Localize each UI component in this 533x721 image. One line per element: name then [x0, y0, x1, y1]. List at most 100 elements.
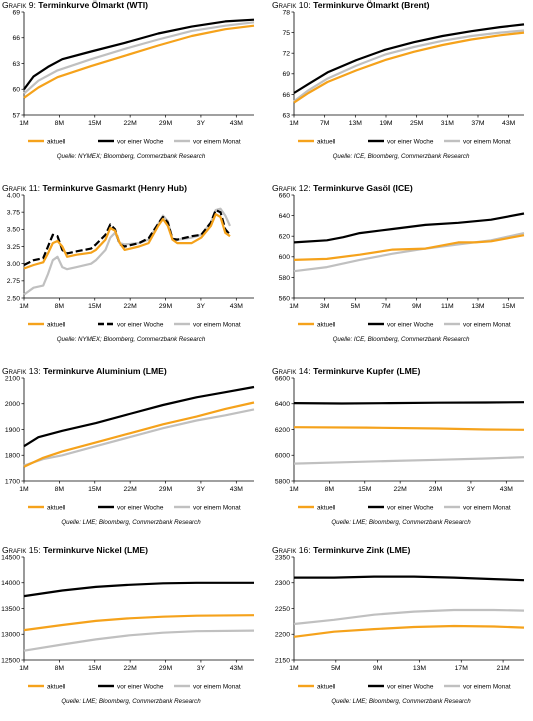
chart-name: Terminkurve Ölmarkt (Brent): [310, 0, 430, 10]
chart-title: Grafik 16: Terminkurve Zink (LME): [272, 545, 410, 555]
x-tick-label: 15M: [88, 303, 102, 310]
chart-number-label: Grafik 11:: [2, 183, 41, 193]
x-tick-label: 1M: [289, 486, 299, 493]
series-line-vor-einem-monat: [293, 608, 525, 626]
series-line-vor-einem-monat: [293, 456, 525, 465]
x-tick-label: 3Y: [197, 486, 206, 493]
y-tick-label: 2000: [5, 401, 20, 408]
chart-panel-zink: Grafik 16: Terminkurve Zink (LME) 2150 220…: [270, 545, 532, 721]
line-chart: 1700 1800 1900 2000 2100 1M 8M 15M 22M 29M 3Y 43M ak…: [5, 375, 255, 511]
series-line-vor-einer-woche: [294, 575, 525, 582]
y-tick-label: 14500: [1, 554, 20, 561]
x-tick-label: 5M: [351, 303, 361, 310]
chart-number-label: Grafik 15:: [2, 545, 41, 555]
series-line-vor-einer-woche: [23, 209, 231, 266]
y-tick-label: 2.75: [7, 278, 20, 285]
x-tick-label: 29M: [429, 486, 443, 493]
series-line-vor-einer-woche: [23, 385, 255, 448]
y-tick-label: 72: [282, 51, 290, 58]
x-tick-label: 15M: [358, 486, 372, 493]
chart-source: Quelle: LME; Bloomberg, Commerzbank Rese…: [331, 698, 471, 705]
series-line-vor-einer-woche: [293, 212, 525, 244]
chart-panel-brent: Grafik 10: Terminkurve Ölmarkt (Brent) 63…: [270, 0, 532, 176]
chart-name: Terminkurve Aluminium (LME): [40, 366, 167, 376]
legend-label-aktuell: aktuell: [317, 321, 335, 328]
y-tick-label: 13500: [1, 606, 20, 613]
chart-panel-kupfer: Grafik 14: Terminkurve Kupfer (LME) 5800 6…: [270, 366, 532, 542]
series-line-aktuell: [23, 614, 255, 632]
y-tick-label: 1700: [5, 478, 20, 485]
chart-number-label: Grafik 16:: [272, 545, 311, 555]
x-tick-label: 1M: [19, 120, 29, 127]
x-tick-label: 9M: [373, 665, 383, 672]
x-tick-label: 29M: [159, 486, 173, 493]
line-chart: 5800 6000 6200 6400 6600 1M 8M 15M 22M 29M 3Y 43M ak…: [275, 375, 525, 511]
chart-source: Quelle: LME; Bloomberg, Commerzbank Rese…: [61, 519, 201, 526]
chart-name: Terminkurve Nickel (LME): [40, 545, 148, 555]
y-tick-label: 6200: [275, 427, 290, 434]
y-tick-label: 69: [12, 9, 20, 16]
series-line-aktuell: [23, 24, 255, 99]
series-line-aktuell: [293, 624, 525, 638]
x-tick-label: 1M: [19, 303, 29, 310]
x-tick-label: 22M: [394, 486, 408, 493]
y-tick-label: 1900: [5, 427, 20, 434]
chart-title: Grafik 10: Terminkurve Ölmarkt (Brent): [272, 0, 429, 10]
x-tick-label: 43M: [230, 303, 244, 310]
y-tick-label: 60: [12, 87, 20, 94]
series-line-vor-einer-woche: [23, 581, 254, 598]
chart-title: Grafik 11: Terminkurve Gasmarkt (Henry H…: [2, 183, 187, 193]
x-tick-label: 1M: [19, 486, 29, 493]
x-tick-label: 8M: [325, 486, 335, 493]
line-chart: 560 580 600 620 640 660 1M 3M 5M 7M 9M 11M 13M 15M akt…: [279, 192, 525, 328]
series-line-vor-einem-monat: [23, 629, 255, 652]
series-line-vor-einer-woche: [293, 23, 525, 94]
x-tick-label: 17M: [455, 665, 469, 672]
x-tick-label: 43M: [230, 665, 244, 672]
series-line-aktuell: [293, 426, 525, 431]
line-chart: 2150 2200 2250 2300 2350 1M 5M 9M 13M 17M 21M aktue…: [275, 554, 525, 690]
legend-label-vor-einer-woche: vor einer Woche: [387, 321, 434, 328]
legend-label-aktuell: aktuell: [317, 138, 335, 145]
y-tick-label: 12500: [1, 657, 20, 664]
chart-panel-nickel: Grafik 15: Terminkurve Nickel (LME) 12500…: [0, 545, 262, 721]
chart-name: Terminkurve Gasmarkt (Henry Hub): [40, 183, 187, 193]
x-tick-label: 8M: [55, 120, 65, 127]
chart-title: Grafik 12: Terminkurve Gasöl (ICE): [272, 183, 413, 193]
legend-label-aktuell: aktuell: [47, 138, 65, 145]
x-tick-label: 43M: [230, 486, 244, 493]
x-tick-label: 22M: [124, 120, 138, 127]
chart-number-label: Grafik 10:: [272, 0, 311, 10]
y-tick-label: 600: [279, 254, 291, 261]
y-tick-label: 640: [279, 213, 291, 220]
x-tick-label: 1M: [19, 665, 29, 672]
series-line-vor-einem-monat: [293, 232, 525, 273]
x-tick-label: 5M: [331, 665, 341, 672]
legend-label-vor-einer-woche: vor einer Woche: [117, 683, 164, 690]
legend-label-vor-einem-monat: vor einem Monat: [463, 138, 511, 145]
x-tick-label: 1M: [289, 303, 299, 310]
y-tick-label: 6000: [275, 453, 290, 460]
legend-label-vor-einem-monat: vor einem Monat: [193, 321, 241, 328]
chart-name: Terminkurve Ölmarkt (WTI): [35, 0, 148, 10]
chart-source: Quelle: ICE, Bloomberg, Commerzbank Rese…: [332, 336, 470, 343]
y-tick-label: 75: [282, 30, 290, 37]
y-tick-label: 6400: [275, 401, 290, 408]
chart-name: Terminkurve Kupfer (LME): [310, 366, 421, 376]
x-tick-label: 15M: [88, 665, 102, 672]
y-tick-label: 5800: [275, 478, 290, 485]
series-line-aktuell: [23, 213, 231, 270]
y-tick-label: 2350: [275, 554, 290, 561]
x-tick-label: 1M: [289, 665, 299, 672]
y-tick-label: 66: [282, 92, 290, 99]
x-tick-label: 22M: [124, 486, 138, 493]
x-tick-label: 7M: [320, 120, 330, 127]
x-tick-label: 8M: [55, 486, 65, 493]
legend-label-vor-einem-monat: vor einem Monat: [463, 321, 511, 328]
y-tick-label: 2150: [275, 657, 290, 664]
legend-label-vor-einer-woche: vor einer Woche: [117, 504, 164, 511]
chart-source: Quelle: NYMEX; Bloomberg, Commerzbank Re…: [56, 336, 206, 343]
series-line-aktuell: [293, 31, 525, 104]
series-line-vor-einem-monat: [23, 408, 255, 467]
y-tick-label: 3.25: [7, 244, 20, 251]
